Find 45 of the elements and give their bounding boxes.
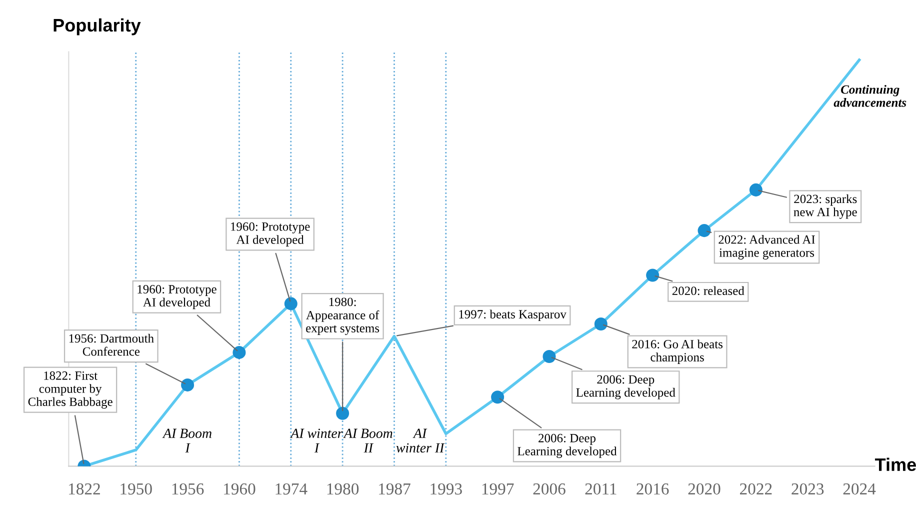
x-tick-label: 2023	[792, 483, 824, 495]
x-axis-title: Time	[874, 458, 916, 472]
annotation: 1822: First computer by Charles Babbage	[28, 371, 112, 409]
annotation: 1960: Prototype AI developed	[231, 222, 310, 246]
x-tick-label: 1980	[327, 483, 359, 495]
x-tick-label: 2006	[533, 483, 566, 495]
x-tick-label: 1974	[276, 483, 308, 495]
x-tick-label: 2011	[585, 483, 616, 495]
x-tick-label: 1960	[224, 483, 256, 495]
annotation: AI winter II	[396, 428, 445, 453]
x-tick-label: 1822	[69, 483, 100, 495]
point	[232, 346, 246, 359]
y-axis-title: Popularity	[54, 18, 141, 36]
annotation: 2023: sparks new AI hype	[794, 194, 857, 219]
x-tick-label: 2022	[740, 483, 772, 495]
annotation: AI winter I	[290, 428, 343, 452]
annotation: 2020: released	[672, 286, 744, 296]
x-tick-label: 1950	[120, 483, 152, 495]
x-tick-label: 1956	[172, 483, 204, 495]
point	[336, 406, 350, 420]
annotation: 1956: Dartmouth Conference	[69, 334, 154, 356]
annotation: Continuing advancements	[834, 84, 906, 107]
annotation: 1997: beats Kasparov	[459, 310, 566, 322]
point	[594, 318, 608, 331]
x-tick-label: 1997	[482, 483, 514, 495]
annotation: 2022: Advanced AI imagine generators	[718, 235, 815, 260]
annotation: 1960: Prototype AI developed	[138, 285, 216, 310]
point	[646, 268, 660, 282]
point	[749, 183, 762, 196]
x-tick-label: 1993	[430, 483, 462, 495]
annotation: AI Boom I	[162, 428, 212, 452]
annotation: AI Boom II	[343, 428, 392, 452]
x-tick-label: 2024	[843, 483, 876, 495]
annotation: 2016: Go AI beats champions	[632, 340, 723, 364]
annotation: 2006: Deep Learning developed	[518, 434, 617, 458]
x-tick-label: 1987	[379, 483, 410, 495]
point	[181, 378, 194, 392]
point	[542, 350, 556, 364]
x-tick-label: 2020	[688, 483, 720, 495]
annotation: 2006: Deep Learning developed	[576, 375, 676, 400]
point	[698, 224, 711, 238]
point	[284, 297, 298, 310]
x-tick-label: 2016	[636, 483, 669, 495]
point	[491, 390, 504, 404]
annotation: 1980: Appearance of expert systems	[306, 298, 380, 335]
